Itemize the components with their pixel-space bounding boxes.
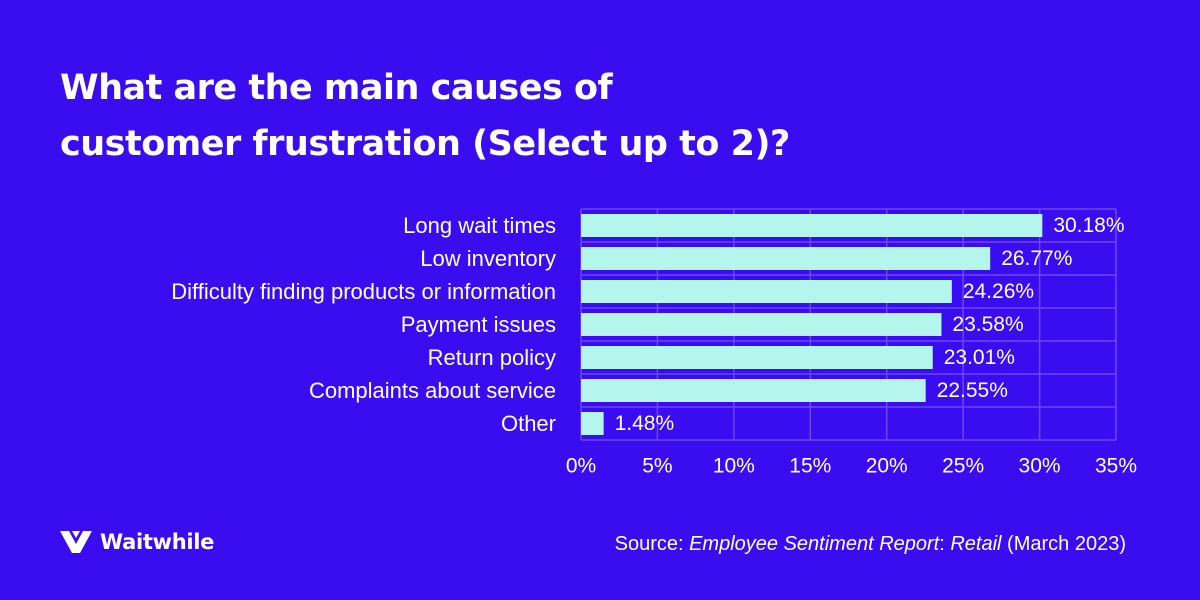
source-title-part2: Retail	[950, 533, 1002, 555]
source-title-part1: Employee Sentiment Report	[689, 533, 940, 555]
source-citation: Source: Employee Sentiment Report: Retai…	[615, 533, 1126, 556]
bar	[581, 247, 991, 270]
value-label: 22.55%	[937, 379, 1008, 402]
bar	[581, 214, 1043, 237]
logo-text: Waitwhile	[100, 530, 215, 554]
category-label: Other	[501, 411, 556, 436]
title-line-1: What are the main causes of	[60, 68, 613, 108]
bar	[581, 379, 926, 402]
x-tick-label: 5%	[642, 455, 672, 478]
category-label: Difficulty finding products or informati…	[171, 279, 556, 304]
source-prefix: Source:	[614, 533, 690, 555]
source-colon: :	[939, 533, 951, 555]
chart-title: What are the main causes of customer fru…	[60, 60, 960, 172]
value-label: 30.18%	[1053, 214, 1124, 237]
value-label: 23.58%	[952, 313, 1023, 336]
bar	[581, 313, 942, 336]
x-tick-label: 0%	[566, 455, 596, 478]
bar	[581, 346, 933, 369]
brand-logo: Waitwhile	[60, 530, 214, 554]
value-label: 26.77%	[1001, 247, 1072, 270]
bar	[581, 280, 952, 303]
value-label: 24.26%	[963, 280, 1034, 303]
x-tick-label: 25%	[942, 455, 984, 478]
category-label: Low inventory	[420, 246, 556, 271]
title-line-2: customer frustration (Select up to 2)?	[60, 124, 790, 164]
category-label: Payment issues	[401, 312, 556, 337]
value-label: 23.01%	[944, 346, 1015, 369]
x-tick-label: 15%	[789, 455, 831, 478]
x-tick-label: 20%	[866, 455, 908, 478]
category-label: Return policy	[428, 345, 556, 370]
x-tick-label: 35%	[1095, 455, 1137, 478]
source-date: (March 2023)	[1001, 533, 1126, 555]
x-tick-label: 30%	[1019, 455, 1061, 478]
category-label: Complaints about service	[309, 378, 556, 403]
value-label: 1.48%	[615, 412, 675, 435]
bar	[581, 412, 604, 435]
x-tick-label: 10%	[713, 455, 755, 478]
category-label: Long wait times	[403, 213, 556, 238]
waitwhile-logo-icon	[60, 531, 92, 553]
